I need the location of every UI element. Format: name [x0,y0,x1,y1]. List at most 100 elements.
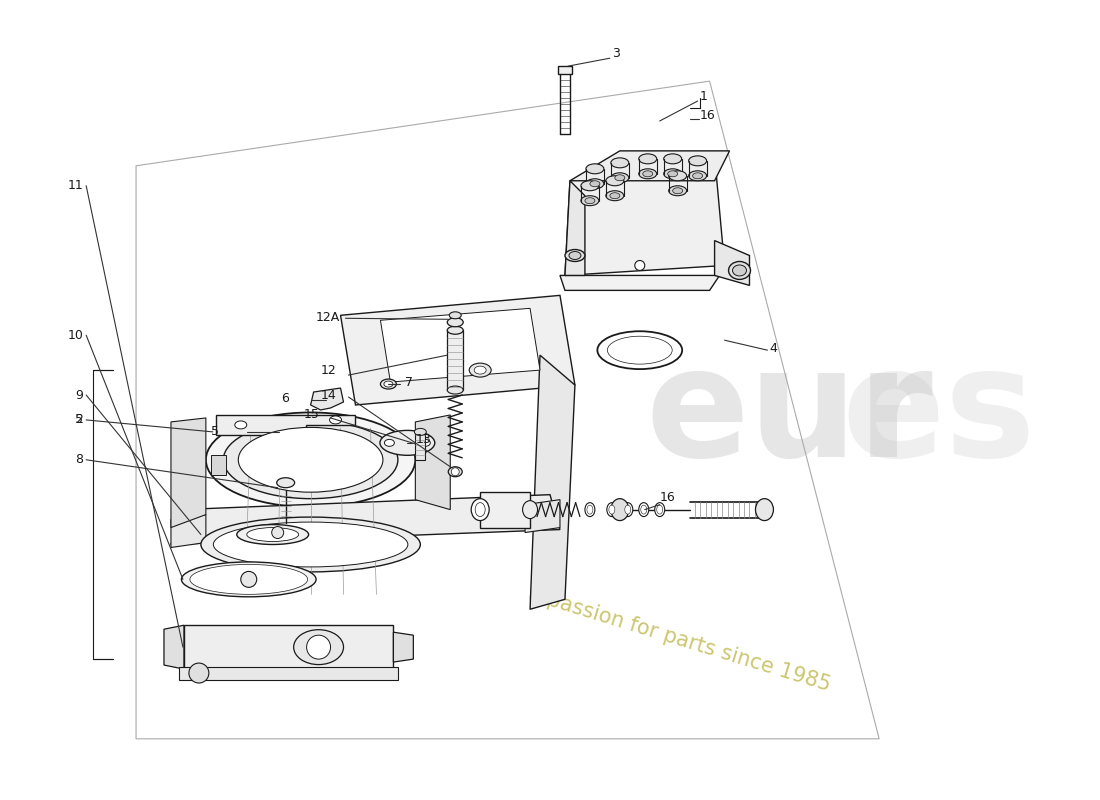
Text: 16: 16 [660,491,675,504]
Polygon shape [416,415,450,510]
Ellipse shape [448,326,463,334]
Text: 16: 16 [700,110,715,122]
Ellipse shape [470,363,491,377]
Ellipse shape [206,413,416,507]
Polygon shape [170,514,206,547]
Ellipse shape [190,565,308,594]
Polygon shape [525,500,560,533]
Polygon shape [310,388,343,410]
Text: 13: 13 [416,434,431,446]
Text: 5: 5 [211,426,219,438]
Polygon shape [179,667,398,680]
Bar [558,66,572,74]
Ellipse shape [246,527,298,542]
Circle shape [451,468,459,476]
Ellipse shape [639,154,657,164]
Text: 12: 12 [320,364,337,377]
Ellipse shape [756,498,773,521]
Ellipse shape [673,188,683,194]
Ellipse shape [615,174,625,181]
Ellipse shape [693,173,703,178]
Text: 11: 11 [67,179,84,192]
Ellipse shape [610,498,629,521]
Ellipse shape [471,498,490,521]
Ellipse shape [415,429,427,435]
Ellipse shape [384,381,393,387]
Ellipse shape [581,196,598,206]
Ellipse shape [182,562,316,597]
Ellipse shape [610,158,629,168]
Polygon shape [560,275,719,290]
Ellipse shape [294,630,343,665]
Ellipse shape [639,502,649,517]
Circle shape [189,663,209,683]
Ellipse shape [606,176,624,186]
Ellipse shape [213,522,408,567]
Bar [448,330,463,390]
Ellipse shape [522,501,538,518]
Text: a passion for parts since 1985: a passion for parts since 1985 [526,583,833,694]
Ellipse shape [236,525,309,545]
Ellipse shape [586,178,604,189]
Polygon shape [394,632,414,662]
Ellipse shape [609,505,615,514]
Ellipse shape [728,262,750,279]
Ellipse shape [586,164,604,174]
Ellipse shape [625,505,630,514]
Ellipse shape [420,439,430,446]
Ellipse shape [587,505,593,514]
Ellipse shape [663,154,682,164]
Text: 12A: 12A [316,310,340,324]
Text: 3: 3 [612,46,619,60]
Ellipse shape [657,505,662,514]
Ellipse shape [448,386,463,394]
Text: 6: 6 [280,391,288,405]
Polygon shape [261,435,300,455]
Ellipse shape [565,250,585,262]
Ellipse shape [384,439,395,446]
Polygon shape [170,494,560,545]
Ellipse shape [474,366,486,374]
Ellipse shape [669,170,686,181]
Bar [416,432,426,460]
Ellipse shape [585,198,595,204]
Ellipse shape [607,502,617,517]
Text: eur: eur [646,341,933,490]
Polygon shape [565,156,725,275]
Polygon shape [715,241,749,286]
Circle shape [307,635,331,659]
Ellipse shape [239,427,383,492]
Polygon shape [164,626,184,669]
Ellipse shape [569,251,581,259]
Circle shape [272,526,284,538]
Text: 14: 14 [320,389,337,402]
Polygon shape [170,418,206,527]
Circle shape [635,261,645,270]
Ellipse shape [277,478,295,488]
Ellipse shape [585,502,595,517]
Polygon shape [565,181,585,275]
Polygon shape [184,626,394,669]
Ellipse shape [475,502,485,517]
Ellipse shape [668,170,678,177]
Polygon shape [481,492,530,527]
Ellipse shape [379,430,434,455]
Ellipse shape [381,379,396,389]
Ellipse shape [642,170,652,177]
Ellipse shape [689,170,706,181]
Ellipse shape [641,505,647,514]
Ellipse shape [689,156,706,166]
Text: 10: 10 [67,329,84,342]
Ellipse shape [330,416,341,424]
Text: 8: 8 [75,454,84,466]
Ellipse shape [639,169,657,178]
Ellipse shape [581,181,598,190]
Text: 9: 9 [75,389,84,402]
Ellipse shape [201,517,420,572]
Text: 7: 7 [406,375,414,389]
Ellipse shape [590,181,600,186]
Ellipse shape [448,318,463,326]
Text: 1: 1 [700,90,707,102]
Polygon shape [341,295,575,405]
Text: 4: 4 [769,342,778,354]
